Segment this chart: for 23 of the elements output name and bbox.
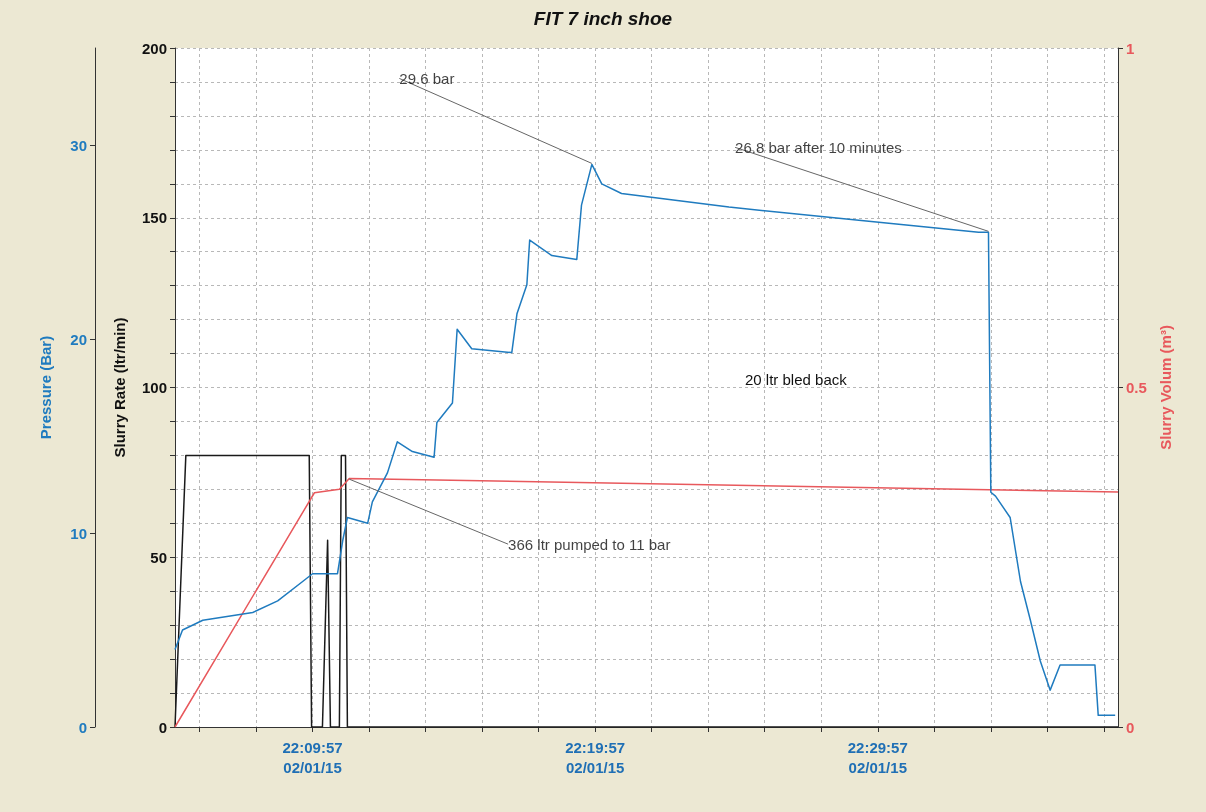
annotation: 20 ltr bled back: [745, 371, 848, 388]
annotation: 29.6 bar: [399, 69, 455, 87]
y3-axis-title: Pressure (Bar): [37, 335, 54, 440]
x-tick-label: 22:09:57 02/01/15: [282, 738, 343, 776]
y2-tick-label: 0: [1126, 718, 1135, 736]
annotation: 26.8 bar after 10 minutes: [735, 138, 902, 156]
y3-tick-label: 20: [70, 330, 87, 348]
y2-tick-label: 0.5: [1126, 379, 1147, 396]
y-tick-label: 200: [141, 39, 167, 57]
y-axis-title: Slurry Rate (ltr/min): [111, 317, 128, 458]
y3-tick-label: 0: [78, 718, 87, 736]
y-tick-label: 150: [141, 209, 167, 227]
x-tick-label: 22:29:57 02/01/15: [847, 738, 908, 776]
x-tick-label: 22:19:57 02/01/15: [565, 738, 626, 776]
annotation: 366 ltr pumped to 11 bar: [508, 535, 671, 553]
y2-tick-label: 1: [1126, 39, 1135, 57]
y-tick-label: 100: [141, 379, 167, 396]
y2-axis-title: Slurry Volum (m³): [1157, 325, 1174, 450]
y3-tick-label: 30: [70, 136, 87, 154]
y3-tick-label: 10: [70, 524, 87, 542]
chart-title: FIT 7 inch shoe: [533, 8, 673, 29]
y-tick-label: 50: [150, 548, 167, 566]
y-tick-label: 0: [158, 718, 167, 736]
